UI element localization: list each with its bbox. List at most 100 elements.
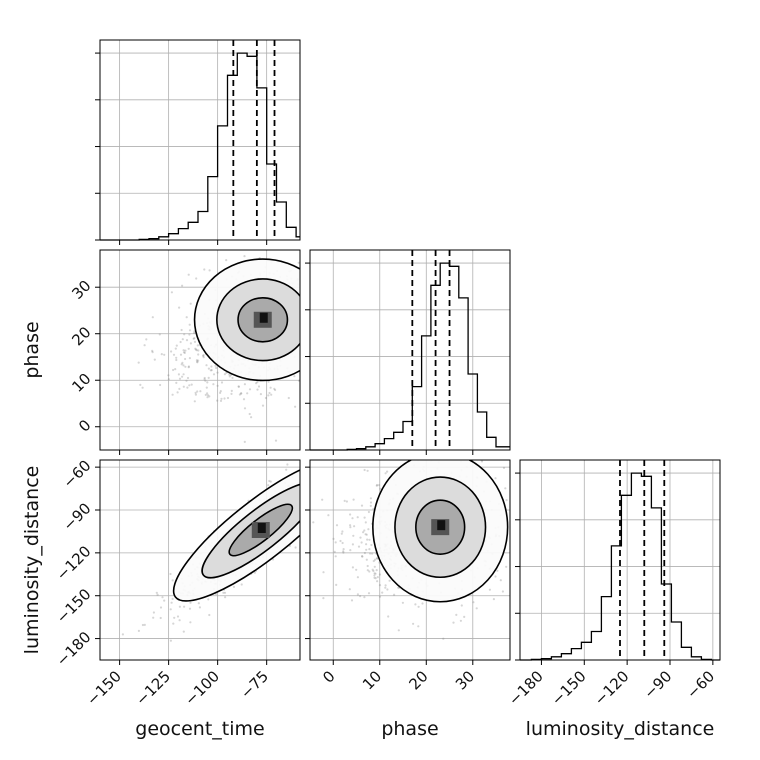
scatter-point [269, 480, 272, 483]
scatter-point [512, 503, 514, 505]
scatter-point [184, 349, 187, 352]
scatter-point [313, 326, 315, 328]
x-tick-label-luminosity_distance: −180 [505, 667, 547, 709]
scatter-point [152, 611, 155, 614]
scatter-point [378, 573, 381, 576]
scatter-point [240, 392, 243, 395]
scatter-point [336, 311, 338, 313]
scatter-point [371, 568, 374, 571]
scatter-point [169, 639, 172, 642]
scatter-point [318, 321, 320, 323]
scatter-point [373, 565, 376, 568]
scatter-point [188, 333, 191, 336]
scatter-point [375, 569, 378, 572]
scatter-point [302, 490, 304, 492]
panel-frame [99, 39, 301, 241]
scatter-point [159, 606, 163, 609]
x-tick-label-luminosity_distance: −120 [591, 667, 633, 709]
scatter-point [323, 284, 325, 286]
scatter-point [311, 312, 313, 314]
scatter-point [312, 521, 315, 524]
x-tick-label-phase: 10 [359, 667, 385, 693]
scatter-point [321, 317, 323, 319]
scatter-point [372, 559, 375, 563]
scatter-point [356, 516, 359, 519]
scatter-point [182, 349, 185, 352]
scatter-point [303, 300, 305, 302]
scatter-point [189, 601, 192, 604]
scatter-point [314, 506, 316, 508]
scatter-point [302, 507, 304, 509]
scatter-point [178, 377, 182, 380]
scatter-point [231, 376, 234, 379]
scatter-point [310, 242, 312, 244]
scatter-point [363, 468, 366, 472]
scatter-point [376, 580, 379, 583]
scatter-point [208, 613, 211, 617]
scatter-point [370, 438, 372, 440]
scatter-point [334, 555, 337, 558]
x-tick-label-phase: 30 [452, 667, 478, 693]
scatter-point [311, 499, 313, 501]
scatter-point [312, 493, 314, 495]
joint-panel-phase-luminosity_distance [312, 454, 514, 640]
scatter-point [189, 342, 192, 345]
scatter-point [317, 493, 319, 495]
scatter-point [346, 435, 348, 437]
scatter-point [174, 347, 177, 350]
scatter-point [167, 374, 170, 377]
scatter-point [330, 488, 332, 490]
scatter-point [374, 577, 377, 580]
scatter-point [326, 297, 328, 299]
scatter-point [306, 505, 308, 507]
scatter-point [176, 391, 179, 394]
scatter-point [207, 598, 210, 601]
scatter-point [373, 572, 376, 575]
scatter-point [342, 548, 345, 551]
scatter-point [199, 390, 202, 393]
scatter-point [372, 569, 375, 573]
scatter-point [151, 316, 154, 319]
scatter-point [305, 300, 307, 302]
scatter-point [174, 368, 177, 371]
scatter-point [302, 465, 304, 467]
scatter-point [349, 549, 352, 552]
scatter-point [369, 552, 372, 555]
scatter-point [378, 595, 382, 598]
scatter-point [143, 623, 146, 627]
scatter-point [186, 376, 190, 380]
scatter-point [181, 284, 184, 287]
scatter-point [362, 531, 365, 534]
scatter-point [190, 383, 193, 386]
scatter-point [312, 480, 314, 482]
scatter-point [364, 521, 367, 524]
y-tick-label-luminosity_distance: −90 [59, 499, 94, 534]
scatter-point [452, 621, 455, 624]
scatter-point [311, 497, 313, 499]
scatter-point [267, 394, 270, 397]
scatter-point [343, 307, 345, 309]
scatter-point [183, 351, 186, 354]
scatter-point [248, 412, 251, 416]
scatter-point [386, 588, 389, 591]
scatter-point [325, 505, 327, 507]
scatter-point [297, 261, 300, 264]
scatter-point [321, 495, 323, 497]
scatter-point [322, 571, 325, 574]
scatter-point [381, 591, 384, 594]
scatter-point [197, 359, 200, 362]
scatter-point [304, 478, 306, 480]
scatter-point [444, 454, 446, 456]
scatter-point [180, 328, 183, 332]
scatter-point [494, 477, 497, 480]
scatter-point [216, 371, 219, 374]
scatter-point [182, 385, 185, 388]
scatter-point [323, 292, 325, 294]
scatter-point [315, 354, 317, 356]
scatter-point [316, 471, 318, 473]
scatter-point [345, 500, 348, 503]
scatter-point [327, 484, 329, 486]
scatter-point [137, 361, 140, 364]
scatter-point [361, 471, 363, 473]
density-peak [257, 523, 266, 533]
